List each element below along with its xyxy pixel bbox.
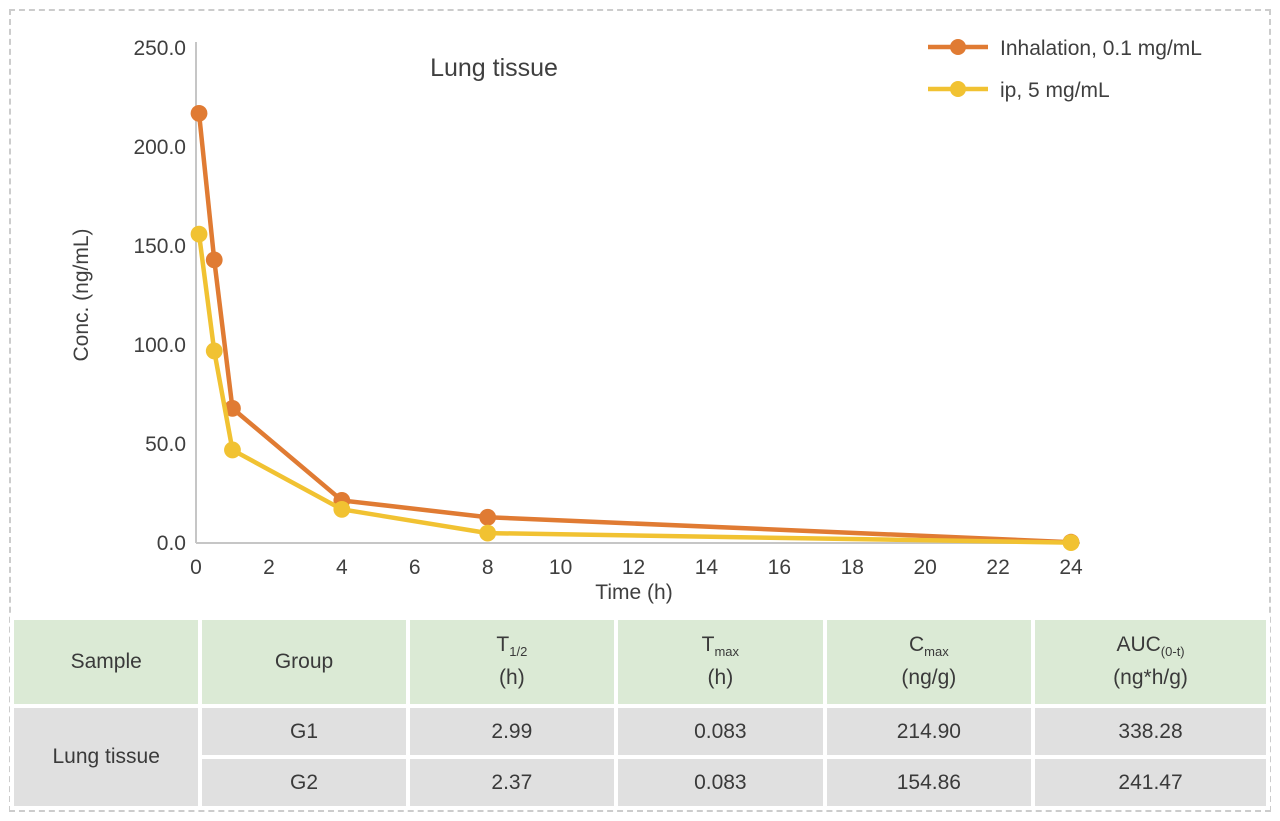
cell-value: 2.37 [405,755,619,810]
y-tick-label: 150.0 [133,235,186,258]
cell-value: 0.083 [614,755,827,810]
x-tick-label: 24 [1059,556,1083,579]
col-header-auc0t: AUC(0-t) (ng*h/g) [1031,616,1270,708]
data-point-marker [333,500,351,518]
y-tick-label: 100.0 [133,334,186,357]
data-point-marker [479,524,497,542]
header-label: T [496,633,510,657]
header-subscript: 1/2 [509,644,528,659]
x-tick-label: 10 [549,556,572,579]
header-unit: (ng*h/g) [1113,666,1188,689]
header-subscript: (0-t) [1160,644,1185,659]
col-header-tmax: Tmax (h) [614,616,827,708]
legend-item-inhalation: Inhalation, 0.1 mg/mL [928,37,1202,60]
header-unit: (h) [707,666,734,689]
cell-value: 154.86 [822,755,1036,810]
header-label: C [908,633,925,657]
cell-sample: Lung tissue [9,704,203,810]
data-point-marker [205,342,223,360]
data-point-marker [1062,534,1080,552]
cell-value: 2.99 [405,704,619,759]
x-tick-label: 6 [409,556,421,579]
pk-parameters-table: Sample Group T1/2 (h) Tmax (h) Cmax (ng/g) AUC(0… [9,616,1270,810]
y-tick-label: 250.0 [133,37,186,60]
data-point-marker [190,225,208,243]
x-tick-label: 0 [190,556,202,579]
legend-item-ip: ip, 5 mg/mL [928,79,1110,102]
x-axis-title: Time (h) [595,581,672,604]
header-subscript: max [924,644,949,659]
header-label: Sample [70,649,142,673]
header-unit: (ng/g) [901,666,957,689]
data-point-marker [205,251,223,269]
x-tick-label: 14 [695,556,719,579]
chart-title: Lung tissue [430,54,558,82]
table-row-g1: Lung tissue G1 2.99 0.083 214.90 338.28 [9,704,1270,810]
legend-marker-swatch [950,39,966,55]
legend-marker-swatch [950,81,966,97]
series-line [196,231,1074,545]
col-header-t12: T1/2 (h) [405,616,619,708]
data-point-marker [190,104,208,122]
x-tick-label: 22 [986,556,1009,579]
x-tick-label: 18 [841,556,864,579]
cell-value: 0.083 [614,704,827,759]
header-unit: (h) [499,666,525,689]
header-label: AUC [1116,633,1161,657]
legend-label: ip, 5 mg/mL [1000,79,1110,102]
cell-group: G2 [198,755,410,810]
x-tick-label: 8 [482,556,494,579]
data-point-marker [479,508,497,526]
y-tick-label: 50.0 [145,433,186,456]
col-header-cmax: Cmax (ng/g) [822,616,1036,708]
y-axis-title: Conc. (ng/mL) [70,228,93,361]
data-point-marker [224,399,241,417]
cell-group: G1 [198,704,410,759]
x-tick-label: 2 [263,556,275,579]
cell-value: 241.47 [1031,755,1270,810]
x-tick-label: 4 [336,556,348,579]
x-tick-label: 20 [913,556,936,579]
series-inhalation [190,104,1080,551]
table-row-g2: G2 2.37 0.083 154.86 241.47 [12,755,1270,810]
header-label: T [701,633,715,657]
header-subscript: max [714,644,740,659]
data-point-marker [224,441,241,459]
x-tick-label: 16 [768,556,791,579]
y-tick-label: 200.0 [133,136,186,159]
table-header-row: Sample Group T1/2 (h) Tmax (h) Cmax (ng/g) AUC(0… [9,616,1270,708]
legend-label: Inhalation, 0.1 mg/mL [1000,37,1202,60]
col-header-sample: Sample [9,616,203,708]
col-header-group: Group [198,616,410,708]
cell-value: 214.90 [822,704,1036,759]
series-ip [190,225,1080,552]
y-tick-label: 0.0 [157,532,186,555]
cell-value: 338.28 [1031,704,1270,759]
series-line [196,111,1074,545]
header-label: Group [274,649,334,673]
x-tick-label: 12 [622,556,645,579]
